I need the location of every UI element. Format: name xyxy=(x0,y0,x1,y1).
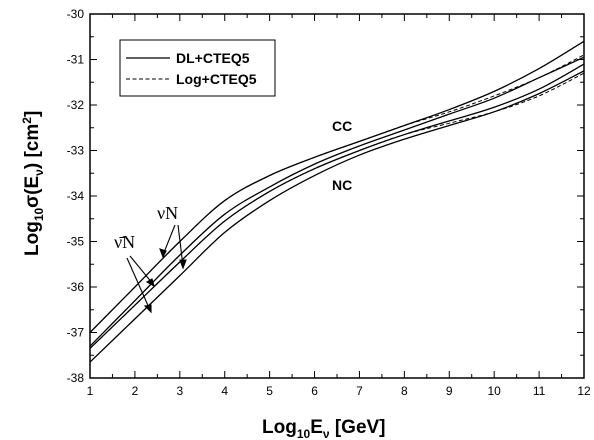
y-tick-label: -32 xyxy=(67,98,85,112)
series-line-3-solid xyxy=(89,56,585,347)
y-tick-label: -34 xyxy=(67,189,85,203)
series-line-6-solid xyxy=(89,70,585,363)
x-tick-label: 7 xyxy=(356,384,363,398)
x-axis: 1 2 3 4 5 6 7 8 9 10 11 12 xyxy=(87,14,591,398)
arrowhead-nu-left xyxy=(159,248,167,259)
legend: DL+CTEQ5 Log+CTEQ5 xyxy=(119,39,276,97)
y-tick-label: -31 xyxy=(67,53,85,67)
y-tick-label: -30 xyxy=(67,7,85,21)
x-tick-label: 4 xyxy=(221,384,228,398)
x-tick-label: 11 xyxy=(533,384,546,398)
x-tick-label: 9 xyxy=(446,384,453,398)
arrow-nu-right xyxy=(177,224,184,267)
x-tick-label: 1 xyxy=(87,384,94,398)
x-tick-label: 5 xyxy=(266,384,273,398)
x-tick-label: 2 xyxy=(132,384,139,398)
y-axis-title: Log10σ(Eν) [cm2] xyxy=(20,111,46,256)
y-tick-label: -36 xyxy=(67,280,85,294)
arrowhead-nu-right xyxy=(179,259,187,270)
legend-label-dl: DL+CTEQ5 xyxy=(176,50,250,66)
x-tick-label: 3 xyxy=(176,384,183,398)
y-axis: -38 -37 -36 -35 -34 -33 -32 -31 -30 xyxy=(67,7,584,385)
arrow-nubar-upper xyxy=(129,255,154,285)
y-tick-label: -38 xyxy=(67,371,85,385)
arrowhead-nubar-lower xyxy=(143,304,152,314)
y-tick-label: -35 xyxy=(67,235,85,249)
series-layer xyxy=(89,40,585,363)
y-tick-label: -37 xyxy=(67,326,85,340)
x-tick-label: 12 xyxy=(577,384,591,398)
x-tick-label: 6 xyxy=(311,384,318,398)
arrow-nubar-lower xyxy=(126,257,151,311)
annotation-cc: CC xyxy=(332,118,352,134)
series-line-2-dashed xyxy=(89,54,585,333)
y-tick-label: -33 xyxy=(67,144,85,158)
arrow-nu-left xyxy=(162,224,176,256)
annotation-arrows xyxy=(126,224,187,314)
arrowhead-nubar-upper xyxy=(145,278,155,288)
legend-label-log: Log+CTEQ5 xyxy=(176,71,257,87)
x-tick-label: 10 xyxy=(488,384,502,398)
annotation-nc: NC xyxy=(332,177,352,193)
x-axis-title: Log10Eν [GeV] xyxy=(262,417,386,440)
annotation-nu-n: νN xyxy=(157,203,178,223)
x-tick-label: 8 xyxy=(401,384,408,398)
annotation-nubar-n: ν̄N xyxy=(114,232,135,252)
